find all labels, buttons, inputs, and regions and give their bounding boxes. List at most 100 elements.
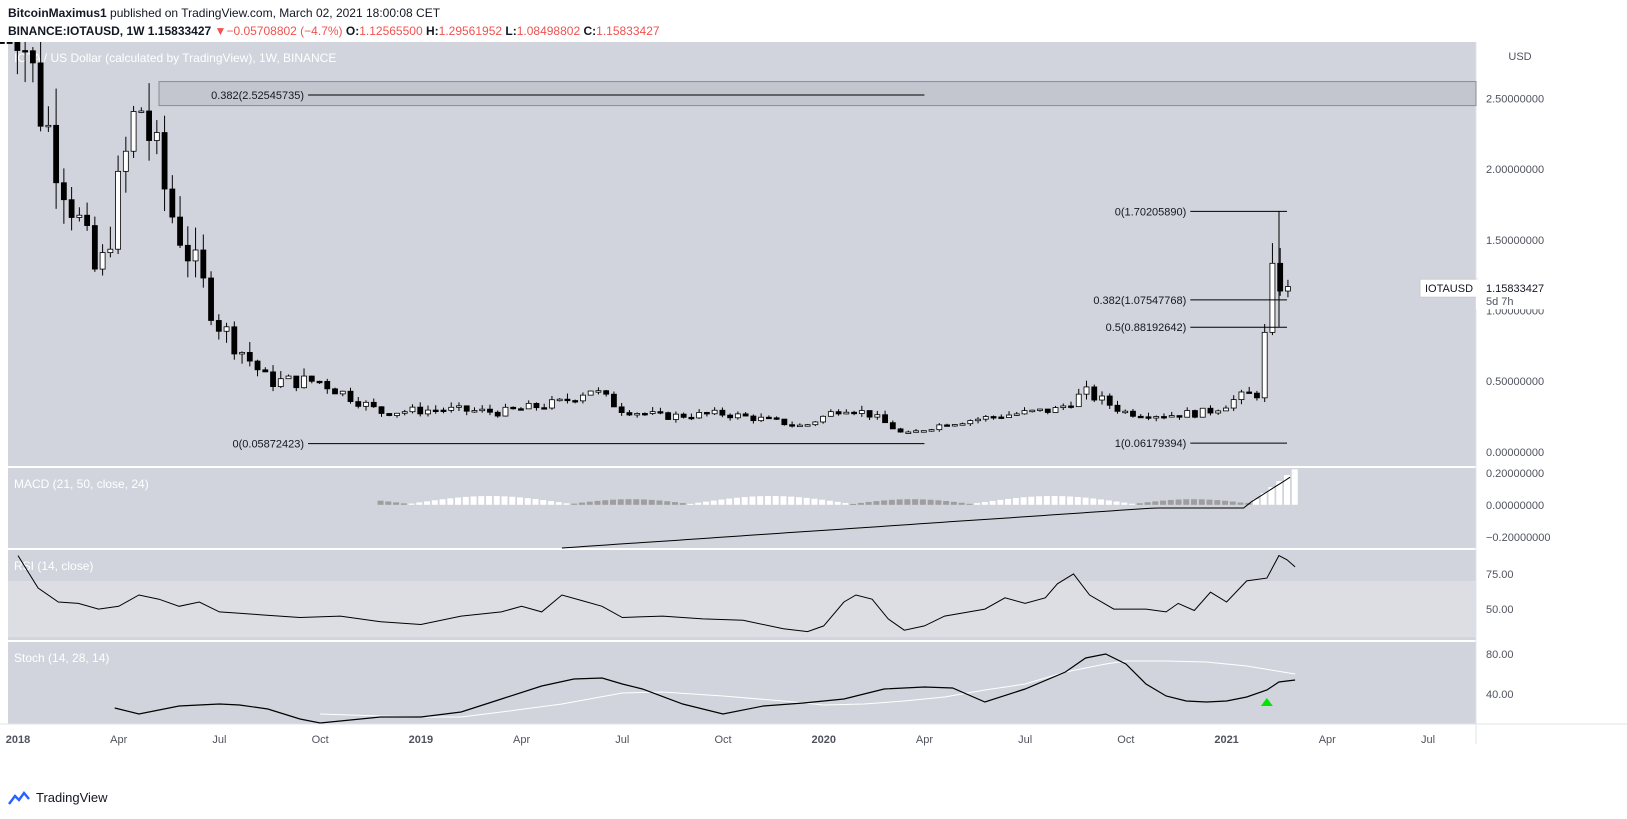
chart-canvas[interactable]: IOTA / US Dollar (calculated by TradingV… — [0, 42, 1627, 760]
candle-body — [200, 249, 207, 279]
candle-body — [254, 360, 261, 371]
candle-body — [1083, 386, 1090, 395]
chart-header: BitcoinMaximus1 published on TradingView… — [8, 4, 660, 40]
candle-body — [440, 409, 447, 412]
candle-body — [525, 402, 532, 410]
close-value: 1.15833427 — [596, 24, 660, 38]
macd-histogram-bar — [1105, 500, 1112, 505]
macd-histogram-bar — [1043, 496, 1050, 505]
macd-histogram-bar — [439, 499, 446, 505]
fib-level-label: 0(1.70205890) — [1115, 206, 1187, 218]
candle-body — [1230, 399, 1237, 409]
time-axis-tick: 2021 — [1214, 734, 1238, 746]
candle-body — [479, 408, 486, 412]
close-label: C: — [583, 24, 597, 38]
stoch-signal-arrow-icon — [1260, 698, 1273, 706]
macd-histogram-bar — [888, 499, 895, 505]
macd-histogram-bar — [640, 499, 647, 505]
macd-histogram-bar — [741, 497, 748, 505]
macd-histogram-bar — [424, 501, 431, 505]
candle-body — [549, 399, 555, 409]
macd-axis-tick: 0.00000000 — [1486, 500, 1544, 512]
candle-body — [618, 406, 625, 413]
candle-body — [45, 124, 52, 128]
candle-body — [703, 412, 710, 415]
macd-histogram-bar — [664, 501, 671, 505]
candle-body — [1021, 410, 1028, 415]
macd-histogram-bar — [393, 502, 400, 505]
rsi-band — [8, 580, 1476, 638]
candle-body — [1037, 408, 1043, 411]
candle-body — [285, 375, 292, 380]
time-axis-tick: 2020 — [811, 734, 835, 746]
price-pane-title: IOTA / US Dollar (calculated by TradingV… — [14, 51, 336, 65]
candle-body — [812, 421, 819, 426]
candle-body — [231, 326, 238, 355]
macd-histogram-bar — [834, 501, 841, 505]
candle-body — [1246, 391, 1253, 394]
candle-body — [765, 416, 772, 420]
candle-body — [866, 410, 873, 418]
macd-histogram-bar — [757, 496, 764, 505]
author-name[interactable]: BitcoinMaximus1 — [8, 6, 107, 20]
candle-body — [649, 411, 656, 414]
candle-body — [843, 411, 850, 415]
publish-info: published on TradingView.com, March 02, … — [110, 6, 441, 20]
candle-body — [889, 422, 896, 430]
macd-histogram-bar — [1082, 497, 1089, 505]
macd-histogram-bar — [780, 496, 787, 505]
candle-body — [107, 248, 114, 254]
macd-histogram-bar — [478, 496, 485, 505]
candle-body — [897, 428, 904, 433]
candle-body — [456, 405, 462, 408]
candle-body — [316, 380, 323, 384]
macd-histogram-bar — [555, 502, 562, 505]
macd-histogram-bar — [1229, 501, 1236, 505]
stoch-pane-title: Stoch (14, 28, 14) — [14, 651, 109, 665]
candle-body — [657, 411, 664, 414]
candle-body — [665, 412, 672, 420]
candle-body — [533, 402, 540, 409]
candle-body — [378, 406, 385, 414]
macd-histogram-bar — [919, 499, 926, 505]
candle-body — [796, 424, 803, 428]
candle-body — [37, 62, 44, 127]
candle-body — [215, 320, 222, 332]
macd-histogram-bar — [431, 500, 438, 505]
candle-body — [1261, 331, 1268, 399]
candle-body — [951, 424, 958, 427]
candle-body — [53, 124, 60, 184]
symbol-label: BINANCE:IOTAUSD, 1W — [8, 24, 145, 38]
candle-body — [84, 214, 91, 226]
macd-histogram-bar — [997, 499, 1004, 505]
stoch-k-line — [114, 653, 1296, 724]
macd-histogram-bar — [1152, 501, 1159, 505]
candle-body — [611, 393, 617, 408]
time-axis-tick: Oct — [714, 734, 731, 746]
candle-body — [967, 420, 974, 425]
candle-body — [518, 408, 524, 411]
macd-histogram-bar — [1059, 496, 1066, 505]
macd-histogram-bar — [532, 499, 539, 505]
macd-histogram-bar — [447, 498, 454, 505]
price-axis-tick: 2.50000000 — [1486, 94, 1544, 106]
candle-body — [1052, 407, 1059, 413]
candle-body — [270, 371, 276, 387]
rsi-axis-tick: 50.00 — [1486, 604, 1514, 616]
candle-body — [928, 429, 935, 432]
macd-line — [561, 476, 1291, 549]
macd-histogram-bar — [935, 500, 942, 505]
time-axis-tick: 2018 — [6, 734, 30, 746]
candle-body — [642, 413, 648, 416]
stoch-pane-background — [8, 642, 1476, 724]
macd-histogram-bar — [702, 501, 709, 505]
candle-body — [882, 414, 888, 424]
down-arrow-icon: ▼ — [214, 24, 227, 38]
macd-histogram-bar — [493, 496, 500, 505]
macd-histogram-bar — [950, 501, 957, 505]
tradingview-footer[interactable]: TradingView — [8, 790, 108, 805]
macd-histogram-bar — [1214, 500, 1221, 505]
macd-histogram-bar — [803, 497, 810, 505]
stoch-axis-tick: 80.00 — [1486, 649, 1514, 661]
candle-body — [1099, 395, 1105, 401]
